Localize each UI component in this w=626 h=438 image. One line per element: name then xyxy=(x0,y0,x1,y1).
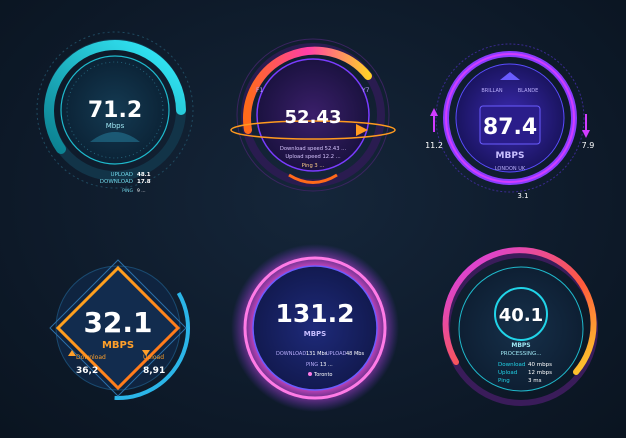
scale-right-label: Y7 xyxy=(361,87,370,94)
outer-diamond xyxy=(49,259,187,397)
upload-text: Upload speed 12.2 ... xyxy=(285,154,341,160)
upload-arrow-icon xyxy=(142,350,150,356)
speed-arc xyxy=(243,46,372,134)
download-value: 131 Mbs xyxy=(306,351,328,357)
up-arrow-head-icon xyxy=(430,108,438,116)
speed-unit: Mbps xyxy=(106,122,125,130)
download-text: Download speed 52.43 ... xyxy=(280,146,347,152)
location-label: Toronto xyxy=(313,372,332,378)
ping-label: Ping xyxy=(498,378,510,384)
speed-gauge-5: 131.2 MBPS DOWNLOAD 131 Mbs UPLOAD 48 Mb… xyxy=(231,244,399,412)
ping-label: PING xyxy=(122,188,133,194)
speed-gauge-6: 40.1 MBPS PROCESSING... Download 40 mbps… xyxy=(442,247,598,406)
download-value: 36,2 xyxy=(76,366,98,376)
speed-arc xyxy=(243,256,387,400)
bottom-value: 3.1 xyxy=(517,192,528,200)
ping-label: PING xyxy=(306,362,318,368)
location-pin-icon xyxy=(308,372,312,376)
speed-gauge-2: F1 Y7 52.43 Download speed 52.43 ... Upl… xyxy=(230,38,396,192)
location-label: LONDON UK xyxy=(495,166,526,172)
speed-unit: MBPS xyxy=(496,151,525,161)
speed-value: 131.2 xyxy=(275,299,354,328)
speed-value: 87.4 xyxy=(483,115,537,140)
download-label: DOWNLOAD xyxy=(100,179,133,185)
download-label: Download xyxy=(76,354,106,361)
status-text: PROCESSING... xyxy=(500,351,541,357)
inner-dial xyxy=(458,266,584,392)
download-arrow-icon xyxy=(68,350,76,356)
ping-text: Ping 3 ... xyxy=(302,163,325,169)
speed-arc xyxy=(46,256,190,400)
upload-label: UPLOAD xyxy=(111,172,133,178)
down-arrow-head-icon xyxy=(582,130,590,138)
upload-label: Upload xyxy=(143,354,164,361)
speed-unit: MBPS xyxy=(102,340,134,351)
right-value: 7.9 xyxy=(582,141,595,150)
inner-dial xyxy=(252,265,378,391)
arrow-head-icon xyxy=(356,124,368,136)
speed-value: 40.1 xyxy=(499,305,543,326)
upload-value: 48.1 xyxy=(137,172,151,178)
top-right-label: BLANDE xyxy=(518,88,539,94)
speed-gauge-1: 71.2 Mbps UPLOAD 48.1 DOWNLOAD 17.8 PING… xyxy=(36,31,194,194)
speed-value: 52.43 xyxy=(285,107,342,128)
download-label: DOWNLOAD xyxy=(276,351,306,357)
speed-gauge-4: 32.1 MBPS Download 36,2 Upload 8,91 xyxy=(46,256,190,400)
value-ring xyxy=(494,287,548,341)
outer-tick-ring xyxy=(435,43,585,193)
inner-dial xyxy=(256,58,370,172)
bottom-arc xyxy=(288,173,338,184)
outer-tick-ring xyxy=(36,31,194,189)
speed-gauge-3: BRILLAN BLANDE 87.4 MBPS LONDON UK 11.2 … xyxy=(425,43,595,200)
speed-unit: MBPS xyxy=(511,342,530,349)
chevron-up-icon xyxy=(500,72,520,80)
speed-value: 32.1 xyxy=(83,306,152,339)
ping-value: 3 ms xyxy=(528,378,542,384)
upload-label: UPLOAD xyxy=(326,351,347,357)
upload-label: Upload xyxy=(498,370,517,376)
speed-arc xyxy=(44,40,186,154)
download-value: 17.8 xyxy=(137,179,151,185)
upload-value: 8,91 xyxy=(143,366,165,376)
speed-arc-glow xyxy=(445,53,575,183)
scale-left-label: F1 xyxy=(256,87,263,94)
speed-arc xyxy=(442,247,597,375)
orbit-ring xyxy=(230,120,396,140)
inner-tick-ring xyxy=(66,61,164,159)
download-value: 40 mbps xyxy=(528,362,552,368)
inner-dial xyxy=(60,55,170,165)
ping-value: 13 ... xyxy=(320,362,333,368)
outer-ring xyxy=(236,38,390,192)
speed-value: 71.2 xyxy=(88,98,142,123)
download-label: Download xyxy=(498,362,525,368)
value-panel xyxy=(479,105,541,145)
upload-value: 12 mbps xyxy=(528,370,552,376)
ping-value: 9 ... xyxy=(137,188,146,194)
speed-unit: MBPS xyxy=(304,330,326,338)
left-value: 11.2 xyxy=(425,141,443,150)
world-map-icon xyxy=(90,132,140,142)
diamond-frame xyxy=(55,265,181,391)
upload-value: 48 Mbs xyxy=(346,351,364,357)
top-left-label: BRILLAN xyxy=(481,88,502,94)
